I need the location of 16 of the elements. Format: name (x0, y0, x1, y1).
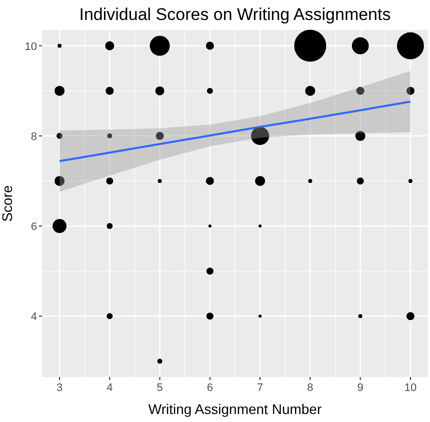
x-axis-title: Writing Assignment Number (148, 401, 322, 417)
x-tick-label: 8 (307, 382, 314, 394)
chart-title: Individual Scores on Writing Assignments (79, 5, 391, 24)
x-tick-label: 6 (206, 382, 213, 394)
y-tick-label: 4 (30, 311, 37, 324)
line-series (58, 100, 412, 162)
x-tick-label: 4 (106, 382, 113, 394)
x-tick-label: 5 (156, 382, 163, 394)
x-tick-label: 10 (404, 382, 417, 394)
y-tick-label: 8 (30, 130, 37, 143)
y-axis-title: Score (0, 185, 15, 222)
x-tick-label: 9 (357, 382, 364, 394)
y-tick-label: 6 (30, 221, 37, 234)
y-tick-label: 10 (24, 40, 37, 53)
x-tick-label: 3 (56, 382, 63, 394)
x-tick-label: 7 (257, 382, 264, 394)
